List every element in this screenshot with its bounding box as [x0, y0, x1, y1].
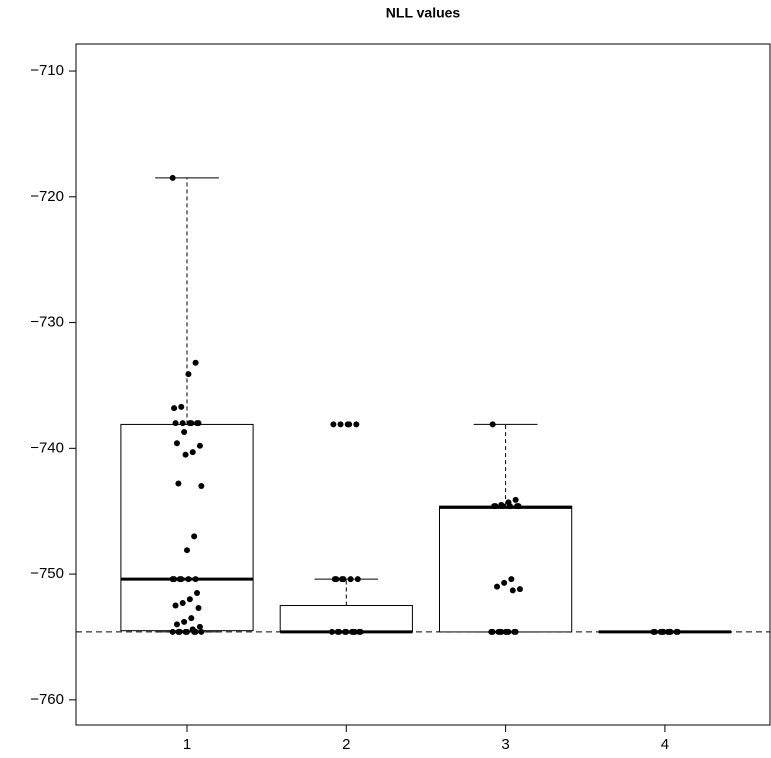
point — [337, 421, 344, 428]
point — [176, 628, 183, 635]
point — [178, 403, 185, 410]
point — [340, 576, 347, 583]
point — [354, 576, 361, 583]
y-tick-label: −750 — [30, 565, 64, 582]
point — [181, 618, 188, 625]
point — [330, 421, 337, 428]
box — [120, 423, 254, 632]
point — [192, 359, 199, 366]
point — [509, 587, 516, 594]
point — [346, 421, 353, 428]
x-tick-label: 3 — [501, 736, 509, 753]
point — [489, 628, 496, 635]
point — [186, 596, 193, 603]
point — [169, 174, 176, 181]
point — [351, 628, 358, 635]
point — [171, 576, 178, 583]
y-tick-label: −760 — [30, 691, 64, 708]
point — [191, 533, 198, 540]
point — [169, 628, 176, 635]
point — [336, 628, 343, 635]
point — [516, 586, 523, 593]
point — [508, 576, 515, 583]
point — [192, 628, 199, 635]
point — [333, 576, 340, 583]
point — [173, 440, 180, 447]
point — [506, 503, 513, 510]
point — [179, 420, 186, 427]
x-tick-label: 4 — [661, 736, 669, 753]
point — [171, 405, 178, 412]
point — [195, 605, 202, 612]
y-tick-label: −710 — [30, 62, 64, 79]
x-tick-label: 2 — [342, 736, 350, 753]
y-tick-label: −740 — [30, 439, 64, 456]
point — [196, 623, 203, 630]
point — [347, 576, 354, 583]
point — [188, 615, 195, 622]
point — [357, 628, 364, 635]
point — [493, 583, 500, 590]
point — [198, 628, 205, 635]
point — [178, 576, 185, 583]
point — [185, 576, 192, 583]
point — [185, 371, 192, 378]
point — [489, 421, 496, 428]
point — [196, 442, 203, 449]
point — [512, 628, 519, 635]
point — [173, 621, 180, 628]
point — [505, 628, 512, 635]
chart-title: NLL values — [386, 5, 461, 21]
box — [279, 605, 413, 633]
point — [181, 428, 188, 435]
point — [512, 496, 519, 503]
point — [179, 600, 186, 607]
point — [194, 589, 201, 596]
point — [651, 628, 658, 635]
point — [515, 503, 522, 510]
point — [492, 503, 499, 510]
point — [501, 579, 508, 586]
point — [660, 628, 667, 635]
point — [198, 483, 205, 490]
point — [353, 421, 360, 428]
point — [667, 628, 674, 635]
point — [182, 451, 189, 458]
point — [175, 480, 182, 487]
point — [184, 628, 190, 635]
point — [499, 503, 506, 510]
point — [188, 420, 195, 427]
point — [172, 602, 179, 609]
point — [328, 628, 335, 635]
y-tick-label: −730 — [30, 314, 64, 331]
point — [674, 628, 681, 635]
point — [184, 547, 190, 554]
point — [498, 628, 505, 635]
point — [189, 449, 196, 456]
point — [343, 628, 350, 635]
point — [172, 420, 179, 427]
point — [195, 420, 202, 427]
point — [192, 576, 199, 583]
y-tick-label: −720 — [30, 188, 64, 205]
x-tick-label: 1 — [183, 736, 191, 753]
box — [438, 505, 573, 633]
plot-frame — [75, 43, 771, 726]
